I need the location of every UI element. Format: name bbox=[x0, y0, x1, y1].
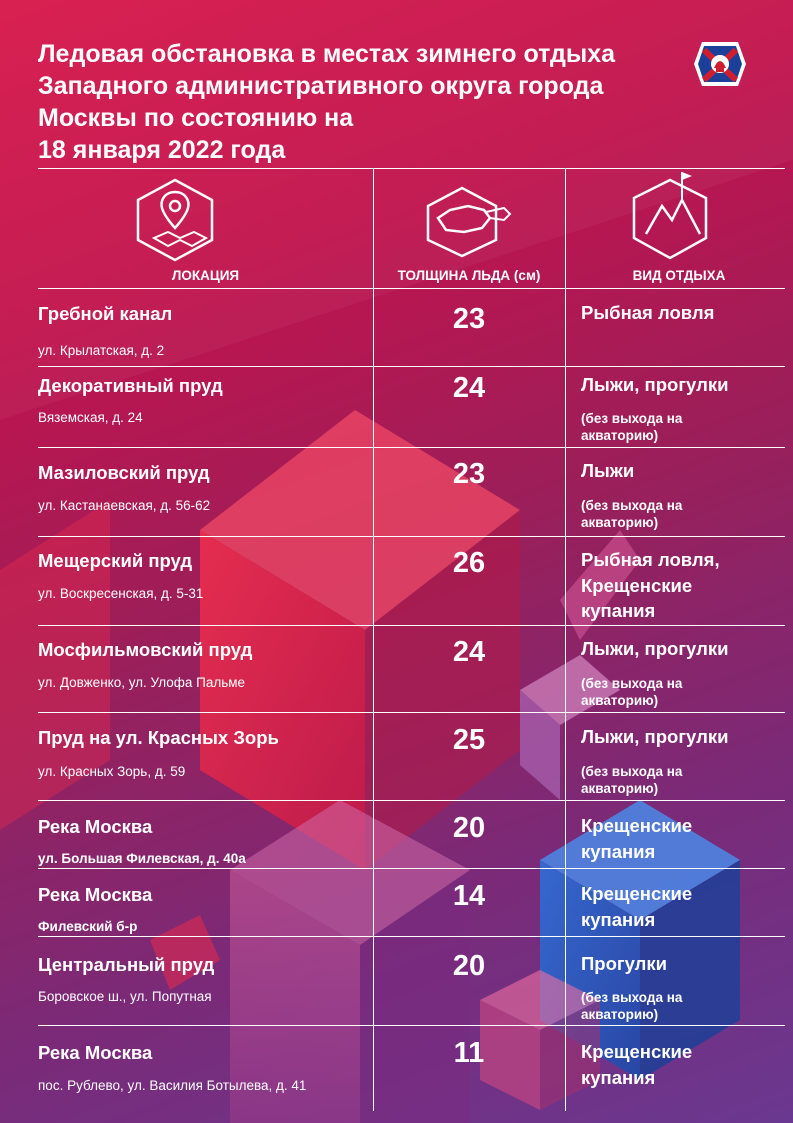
location-address: ул. Красных Зорь, д. 59 bbox=[38, 764, 186, 779]
location-name: Мещерский пруд bbox=[38, 550, 193, 571]
activity-note-line: акваторию) bbox=[581, 428, 659, 443]
location-name: Мазиловский пруд bbox=[38, 462, 210, 483]
table-row: Мещерский пруд ул. Воскресенская, д. 5-3… bbox=[0, 536, 793, 625]
activity-line: Рыбная ловля bbox=[581, 302, 715, 323]
ice-thickness-value: 24 bbox=[452, 636, 486, 668]
location-address: ул. Крылатская, д. 2 bbox=[38, 343, 165, 358]
activity-line: Прогулки bbox=[581, 953, 668, 974]
activity-line: купания bbox=[581, 909, 656, 930]
row-divider bbox=[38, 936, 785, 937]
mountain-flag-hexagon-icon bbox=[632, 172, 708, 260]
row-divider bbox=[38, 536, 785, 537]
activity-note-line: (без выхода на bbox=[581, 498, 683, 513]
table-row: Река Москва ул. Большая Филевская, д. 40… bbox=[0, 800, 793, 868]
table-row: Река Москва Филевский б-р 14 Крещенские … bbox=[0, 868, 793, 936]
table-row: Декоративный пруд Вяземская, д. 24 24 Лы… bbox=[0, 366, 793, 447]
column-header-thickness: ТОЛЩИНА ЛЬДА (см) bbox=[397, 268, 541, 283]
activity-note-line: (без выхода на bbox=[581, 411, 683, 426]
ice-thickness-value: 24 bbox=[452, 372, 486, 404]
ice-thickness-value: 11 bbox=[453, 1037, 485, 1069]
row-divider bbox=[38, 366, 785, 367]
divider-col-2 bbox=[565, 168, 566, 1111]
activity-note-line: акваторию) bbox=[581, 781, 659, 796]
ice-thickness-value: 25 bbox=[452, 724, 486, 756]
activity-note-line: акваторию) bbox=[581, 693, 659, 708]
title-line-4: 18 января 2022 года bbox=[38, 136, 286, 164]
emergency-service-emblem-icon bbox=[694, 42, 746, 86]
page-title: Ледовая обстановка в местах зимнего отды… bbox=[38, 38, 688, 166]
location-name: Река Москва bbox=[38, 884, 153, 905]
location-address: Филевский б-р bbox=[38, 919, 138, 934]
location-name: Река Москва bbox=[38, 816, 153, 837]
activity-line: Рыбная ловля, bbox=[581, 549, 720, 570]
activity-line: Лыжи, прогулки bbox=[581, 638, 729, 659]
table-row: Гребной канал ул. Крылатская, д. 2 23 Ры… bbox=[0, 288, 793, 366]
activity-line: Крещенские bbox=[581, 815, 693, 836]
activity-line: купания bbox=[581, 600, 656, 621]
activity-line: Лыжи bbox=[581, 460, 635, 481]
row-divider bbox=[38, 1025, 785, 1026]
table-row: Мосфильмовский пруд ул. Довженко, ул. Ул… bbox=[0, 625, 793, 712]
ice-thickness-value: 23 bbox=[452, 458, 486, 490]
title-line-1: Ледовая обстановка в местах зимнего отды… bbox=[38, 40, 616, 68]
activity-note-line: акваторию) bbox=[581, 515, 659, 530]
location-address: Вяземская, д. 24 bbox=[38, 410, 143, 425]
location-address: ул. Воскресенская, д. 5-31 bbox=[38, 586, 204, 601]
divider-top bbox=[38, 168, 785, 169]
location-address: пос. Рублево, ул. Василия Ботылева, д. 4… bbox=[38, 1078, 307, 1093]
row-divider bbox=[38, 712, 785, 713]
location-address: ул. Довженко, ул. Улофа Пальме bbox=[38, 675, 246, 690]
row-divider bbox=[38, 447, 785, 448]
location-name: Пруд на ул. Красных Зорь bbox=[38, 727, 279, 748]
row-divider bbox=[38, 868, 785, 869]
activity-line: Крещенские bbox=[581, 883, 693, 904]
location-address: ул. Большая Филевская, д. 40а bbox=[38, 851, 246, 866]
row-divider bbox=[38, 800, 785, 801]
table-row: Река Москва пос. Рублево, ул. Василия Бо… bbox=[0, 1025, 793, 1111]
column-header-location: ЛОКАЦИЯ bbox=[171, 268, 240, 283]
location-address: ул. Кастанаевская, д. 56-62 bbox=[38, 498, 211, 513]
location-name: Мосфильмовский пруд bbox=[38, 639, 253, 660]
location-name: Центральный пруд bbox=[38, 954, 215, 975]
table-row: Мазиловский пруд ул. Кастанаевская, д. 5… bbox=[0, 447, 793, 536]
activity-line: Крещенские bbox=[581, 1041, 693, 1062]
activity-line: купания bbox=[581, 1067, 656, 1088]
ice-thickness-value: 26 bbox=[452, 547, 486, 579]
activity-note-line: (без выхода на bbox=[581, 990, 683, 1005]
table-row: Пруд на ул. Красных Зорь ул. Красных Зор… bbox=[0, 712, 793, 800]
ice-thickness-value: 14 bbox=[452, 880, 486, 912]
title-line-2: Западного административного округа город… bbox=[38, 72, 604, 100]
table-row: Центральный пруд Боровское ш., ул. Попут… bbox=[0, 936, 793, 1025]
column-header-activity: ВИД ОТДЫХА bbox=[632, 268, 726, 283]
activity-note-line: акваторию) bbox=[581, 1007, 659, 1022]
location-name: Река Москва bbox=[38, 1042, 153, 1063]
title-line-3: Москвы по состоянию на bbox=[38, 104, 354, 132]
ice-hole-hexagon-icon bbox=[426, 186, 512, 258]
row-divider bbox=[38, 625, 785, 626]
ice-thickness-value: 20 bbox=[452, 950, 486, 982]
ice-thickness-value: 20 bbox=[452, 812, 486, 844]
activity-line: Лыжи, прогулки bbox=[581, 726, 729, 747]
activity-line: Лыжи, прогулки bbox=[581, 374, 729, 395]
row-divider bbox=[38, 288, 785, 289]
location-address: Боровское ш., ул. Попутная bbox=[38, 989, 212, 1004]
divider-col-1 bbox=[373, 168, 374, 1111]
map-pin-hexagon-icon bbox=[136, 178, 214, 262]
activity-line: Крещенские bbox=[581, 575, 693, 596]
location-name: Гребной канал bbox=[38, 303, 173, 324]
activity-line: купания bbox=[581, 841, 656, 862]
activity-note-line: (без выхода на bbox=[581, 676, 683, 691]
location-name: Декоративный пруд bbox=[38, 375, 223, 396]
ice-thickness-value: 23 bbox=[452, 303, 486, 335]
activity-note-line: (без выхода на bbox=[581, 764, 683, 779]
